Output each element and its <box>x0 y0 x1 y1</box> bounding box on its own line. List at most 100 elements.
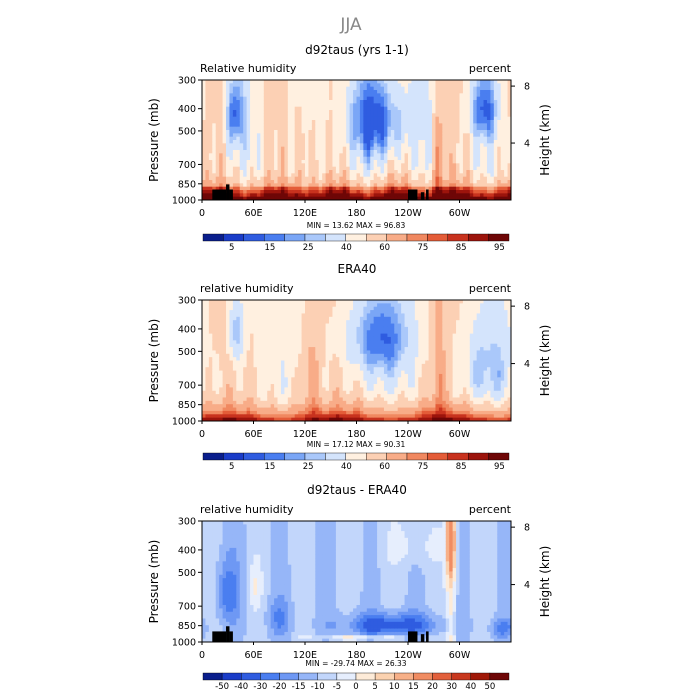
heatmap-cell <box>260 163 265 168</box>
heatmap-cell <box>215 93 220 98</box>
heatmap-cell <box>226 300 230 304</box>
heatmap-cell <box>222 373 227 378</box>
heatmap-cell <box>339 163 344 168</box>
heatmap-cell <box>335 90 340 94</box>
heatmap-cell <box>267 370 272 375</box>
heatmap-cell <box>226 106 230 111</box>
heatmap-cell <box>270 350 275 355</box>
heatmap-cell <box>205 196 210 201</box>
heatmap-cell <box>397 86 402 91</box>
heatmap-cell <box>246 123 251 128</box>
heatmap-cell <box>246 306 251 311</box>
heatmap-cell <box>212 326 217 331</box>
heatmap-cell <box>229 303 234 308</box>
heatmap-cell <box>483 186 488 191</box>
heatmap-cell <box>480 136 484 141</box>
heatmap-cell <box>370 163 375 168</box>
heatmap-cell <box>305 120 309 124</box>
heatmap-cell <box>270 326 275 331</box>
heatmap-cell <box>263 166 268 171</box>
heatmap-cell <box>267 330 272 335</box>
heatmap-cell <box>325 140 330 144</box>
heatmap-cell <box>408 86 412 91</box>
heatmap-cell <box>226 306 230 311</box>
heatmap-cell <box>466 166 471 171</box>
heatmap-cell <box>373 163 378 168</box>
heatmap-cell <box>208 404 213 408</box>
heatmap-cell <box>466 156 471 161</box>
heatmap-cell <box>332 153 337 158</box>
heatmap-cell <box>236 343 241 348</box>
heatmap-cell <box>308 347 313 351</box>
heatmap-cell <box>219 360 223 365</box>
pressure-tick-label: 500 <box>178 126 196 137</box>
heatmap-cell <box>408 180 412 184</box>
heatmap-cell <box>339 173 344 178</box>
heatmap-cell <box>507 150 512 154</box>
heatmap-cell <box>250 387 254 392</box>
heatmap-cell <box>438 133 443 138</box>
heatmap-cell <box>504 156 508 161</box>
heatmap-cell <box>205 136 210 141</box>
heatmap-cell <box>339 387 344 392</box>
heatmap-cell <box>387 173 392 178</box>
heatmap-cell <box>332 160 337 164</box>
heatmap-cell <box>284 414 289 419</box>
heatmap-cell <box>370 193 375 198</box>
heatmap-cell <box>332 357 337 361</box>
heatmap-cell <box>219 373 223 378</box>
heatmap-cell <box>236 303 241 308</box>
heatmap-cell <box>497 183 502 188</box>
heatmap-cell <box>208 80 213 84</box>
heatmap-cell <box>356 116 361 121</box>
heatmap-cell <box>222 83 227 88</box>
heatmap-cell <box>212 320 217 324</box>
heatmap-cell <box>253 196 258 201</box>
heatmap-cell <box>229 126 234 131</box>
heatmap-cell <box>253 323 258 328</box>
heatmap-cell <box>507 180 512 184</box>
heatmap-cell <box>208 93 213 98</box>
heatmap-cell <box>473 190 478 194</box>
heatmap-cell <box>335 120 340 124</box>
heatmap-cell <box>380 160 385 164</box>
heatmap-cell <box>229 110 234 114</box>
heatmap-cell <box>243 320 248 324</box>
heatmap-cell <box>219 183 223 188</box>
heatmap-cell <box>222 153 227 158</box>
heatmap-cell <box>253 407 258 412</box>
heatmap-cell <box>380 86 385 91</box>
heatmap-cell <box>305 110 309 114</box>
heatmap-cell <box>229 343 234 348</box>
heatmap-cell <box>325 116 330 121</box>
heatmap-cell <box>308 100 313 104</box>
heatmap-cell <box>370 100 375 104</box>
heatmap-cell <box>507 113 512 118</box>
heatmap-cell <box>287 373 292 378</box>
heatmap-cell <box>263 106 268 111</box>
heatmap-cell <box>256 343 261 348</box>
heatmap-cell <box>383 160 388 164</box>
heatmap-cell <box>490 130 495 134</box>
heatmap-cell <box>205 96 210 101</box>
heatmap-cell <box>267 303 272 308</box>
heatmap-cell <box>232 316 237 321</box>
heatmap-cell <box>380 83 385 88</box>
heatmap-cell <box>291 196 296 201</box>
heatmap-cell <box>270 300 275 304</box>
heatmap-cell <box>325 370 330 375</box>
heatmap-cell <box>480 123 484 128</box>
heatmap-cell <box>370 166 375 171</box>
heatmap-cell <box>212 120 217 124</box>
height-tick-label: 4 <box>524 139 530 150</box>
heatmap-cell <box>308 186 313 191</box>
heatmap-cell <box>346 180 351 184</box>
heatmap-cell <box>256 407 261 412</box>
heatmap-cell <box>311 323 316 328</box>
heatmap-cell <box>274 140 278 144</box>
heatmap-cell <box>394 93 399 98</box>
heatmap-cell <box>315 83 320 88</box>
heatmap-cell <box>263 186 268 191</box>
heatmap-cell <box>287 186 292 191</box>
heatmap-cell <box>246 130 251 134</box>
